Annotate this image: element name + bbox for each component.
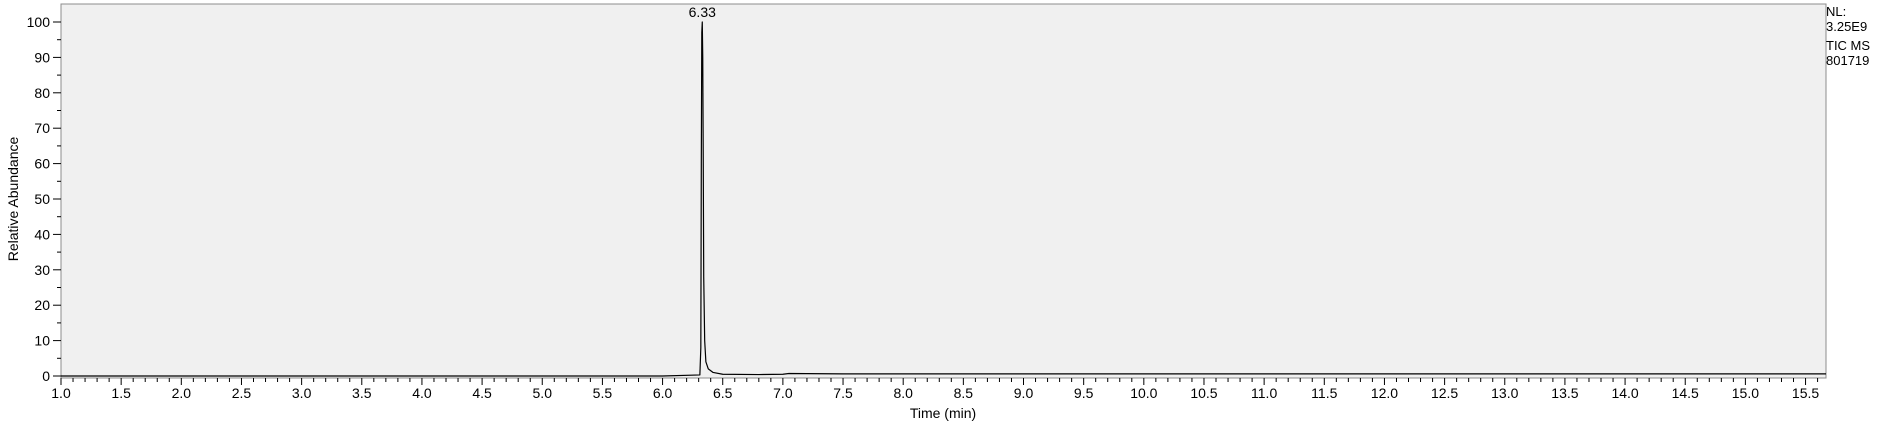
x-tick-label: 7.0 (773, 385, 793, 401)
tic-trace-line (61, 21, 1826, 377)
sample-id: 801719 (1826, 53, 1870, 68)
y-tick-label: 50 (34, 191, 50, 207)
y-tick-label: 90 (34, 49, 50, 65)
y-tick-label: 10 (34, 333, 50, 349)
x-tick-label: 2.5 (232, 385, 252, 401)
x-axis-ticks: 1.0 1.5 2.0 2.5 3.0 3.5 4.0 4.5 5.0 5.5 6.0 6.5 7.0 7… (51, 378, 1819, 401)
y-tick-label: 70 (34, 120, 50, 136)
y-tick-label: 20 (34, 297, 50, 313)
x-tick-label: 8.5 (954, 385, 974, 401)
x-tick-label: 14.0 (1611, 385, 1638, 401)
x-tick-label: 12.5 (1431, 385, 1458, 401)
x-tick-label: 10.0 (1130, 385, 1157, 401)
y-tick-label: 80 (34, 85, 50, 101)
x-tick-label: 15.0 (1732, 385, 1759, 401)
x-tick-label: 8.0 (893, 385, 913, 401)
x-tick-label: 5.0 (533, 385, 553, 401)
x-tick-label: 11.5 (1311, 385, 1337, 401)
nl-value: 3.25E9 (1826, 19, 1868, 34)
y-axis-ticks: 0 10 20 30 40 50 60 70 80 90 100 (27, 14, 61, 384)
plot-area (60, 3, 1827, 379)
y-tick-label: 30 (34, 262, 50, 278)
x-tick-label: 4.5 (472, 385, 492, 401)
y-axis-label: Relative Abundance (5, 137, 21, 262)
x-tick-label: 6.0 (653, 385, 673, 401)
x-tick-label: 3.5 (352, 385, 372, 401)
x-tick-label: 9.0 (1014, 385, 1034, 401)
y-tick-label: 40 (34, 226, 50, 242)
x-tick-label: 11.0 (1251, 385, 1277, 401)
x-tick-label: 10.5 (1190, 385, 1217, 401)
x-tick-label: 5.5 (593, 385, 613, 401)
y-tick-label: 60 (34, 156, 50, 172)
y-tick-label: 100 (27, 14, 51, 30)
x-tick-label: 14.5 (1672, 385, 1699, 401)
x-tick-label: 7.5 (833, 385, 853, 401)
x-tick-label: 13.0 (1491, 385, 1518, 401)
x-tick-label: 13.5 (1551, 385, 1578, 401)
x-tick-label: 6.5 (713, 385, 733, 401)
x-tick-label: 1.5 (111, 385, 131, 401)
x-axis-label: Time (min) (910, 405, 976, 421)
trace-type: TIC MS (1826, 38, 1871, 53)
x-tick-label: 9.5 (1074, 385, 1094, 401)
x-tick-label: 2.0 (172, 385, 192, 401)
x-tick-label: 1.0 (51, 385, 71, 401)
series-layer (61, 21, 1826, 377)
peak-label: 6.33 (689, 4, 716, 20)
x-tick-label: 15.5 (1792, 385, 1819, 401)
x-tick-label: 3.0 (292, 385, 312, 401)
nl-label: NL: (1826, 4, 1847, 19)
x-tick-label: 12.0 (1371, 385, 1398, 401)
peak-label-layer: 6.33 (689, 4, 716, 20)
y-tick-label: 0 (42, 368, 50, 384)
x-tick-label: 4.0 (412, 385, 432, 401)
